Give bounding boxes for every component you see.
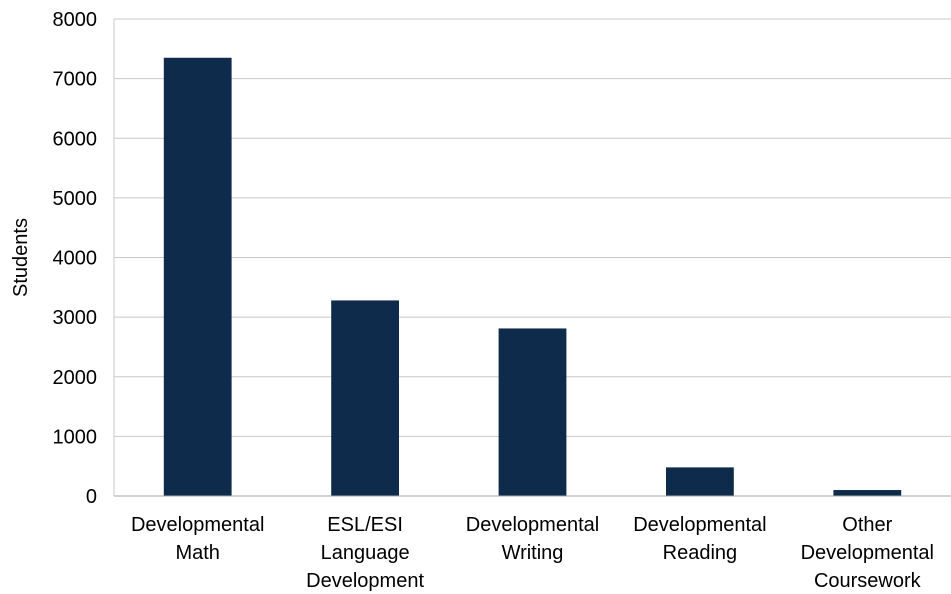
x-category-label: Other Developmental Coursework	[801, 514, 934, 592]
gridlines	[113, 18, 951, 496]
x-category-label: ESL/ESI Language Development	[306, 514, 424, 592]
y-tick-label: 2000	[53, 367, 98, 389]
y-tick-label: 5000	[53, 188, 98, 210]
bar-1	[331, 300, 399, 496]
x-category-label: Developmental Reading	[633, 514, 766, 564]
x-category-labels: Developmental Math ESL/ESI Language Developm…	[131, 514, 934, 592]
y-tick-label: 4000	[53, 248, 98, 270]
bar-3	[666, 467, 734, 496]
y-tick-labels: 0 1000 2000 3000 4000 5000 6000 7000 8000	[53, 9, 98, 508]
bar-0	[163, 57, 232, 496]
y-tick-label: 0	[86, 486, 97, 508]
bars	[163, 57, 902, 496]
x-category-label: Developmental Writing	[466, 514, 599, 564]
x-category-label: Developmental Math	[131, 514, 264, 564]
y-tick-label: 3000	[53, 307, 98, 329]
y-tick-label: 1000	[53, 426, 98, 448]
bar-2	[498, 328, 567, 496]
y-tick-label: 6000	[53, 128, 98, 150]
y-tick-label: 7000	[53, 69, 98, 91]
bar-4	[833, 490, 902, 496]
y-tick-label: 8000	[53, 9, 98, 31]
y-axis-title: Students	[10, 218, 32, 297]
